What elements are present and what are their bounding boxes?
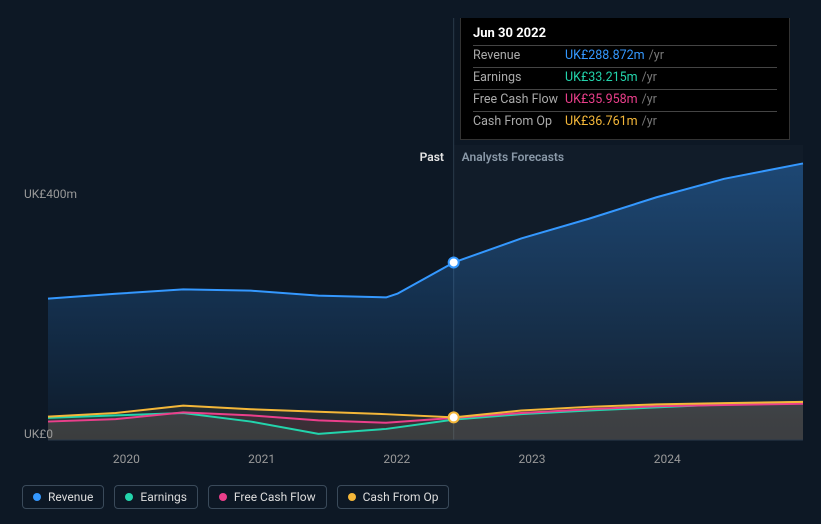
tooltip-metric-label: Revenue <box>473 48 565 65</box>
legend-item-fcf[interactable]: Free Cash Flow <box>208 485 327 509</box>
tooltip-metric-label: Free Cash Flow <box>473 92 565 109</box>
tooltip-metric-value: UK£35.958m <box>565 92 638 109</box>
tooltip-metric-label: Cash From Op <box>473 114 565 131</box>
tooltip-row: EarningsUK£33.215m/yr <box>473 68 777 90</box>
tooltip-metric-value: UK£33.215m <box>565 70 638 87</box>
tooltip-unit: /yr <box>649 48 664 65</box>
tooltip-row: Free Cash FlowUK£35.958m/yr <box>473 90 777 112</box>
tooltip-unit: /yr <box>642 92 657 109</box>
legend-label: Earnings <box>140 490 187 504</box>
tooltip-metric-value: UK£288.872m <box>565 48 645 65</box>
x-axis-label: 2021 <box>248 452 275 466</box>
forecast-label: Analysts Forecasts <box>462 150 564 164</box>
legend-label: Revenue <box>48 490 93 504</box>
legend-dot-icon <box>219 493 227 501</box>
financials-chart: UK£400m UK£0 2020 2021 2022 2023 2024 Past A… <box>0 0 821 524</box>
legend-dot-icon <box>33 493 41 501</box>
chart-legend: Revenue Earnings Free Cash Flow Cash From O… <box>22 485 449 509</box>
legend-item-earnings[interactable]: Earnings <box>114 485 198 509</box>
tooltip-row: RevenueUK£288.872m/yr <box>473 46 777 68</box>
x-axis-label: 2020 <box>113 452 140 466</box>
legend-item-revenue[interactable]: Revenue <box>22 485 104 509</box>
tooltip-metric-label: Earnings <box>473 70 565 87</box>
past-label: Past <box>420 150 444 164</box>
legend-dot-icon <box>348 493 356 501</box>
tooltip-row: Cash From OpUK£36.761m/yr <box>473 112 777 133</box>
x-axis-label: 2023 <box>519 452 546 466</box>
legend-item-cfo[interactable]: Cash From Op <box>337 485 450 509</box>
y-axis-label-0: UK£0 <box>24 427 53 441</box>
legend-label: Free Cash Flow <box>234 490 316 504</box>
tooltip-date: Jun 30 2022 <box>473 26 777 46</box>
y-axis-label-400: UK£400m <box>24 187 77 201</box>
x-axis-label: 2024 <box>654 452 681 466</box>
legend-label: Cash From Op <box>363 490 439 504</box>
tooltip-unit: /yr <box>642 114 657 131</box>
chart-tooltip: Jun 30 2022 RevenueUK£288.872m/yrEarning… <box>460 18 790 140</box>
legend-dot-icon <box>125 493 133 501</box>
tooltip-metric-value: UK£36.761m <box>565 114 638 131</box>
x-axis-label: 2022 <box>383 452 410 466</box>
tooltip-unit: /yr <box>642 70 657 87</box>
